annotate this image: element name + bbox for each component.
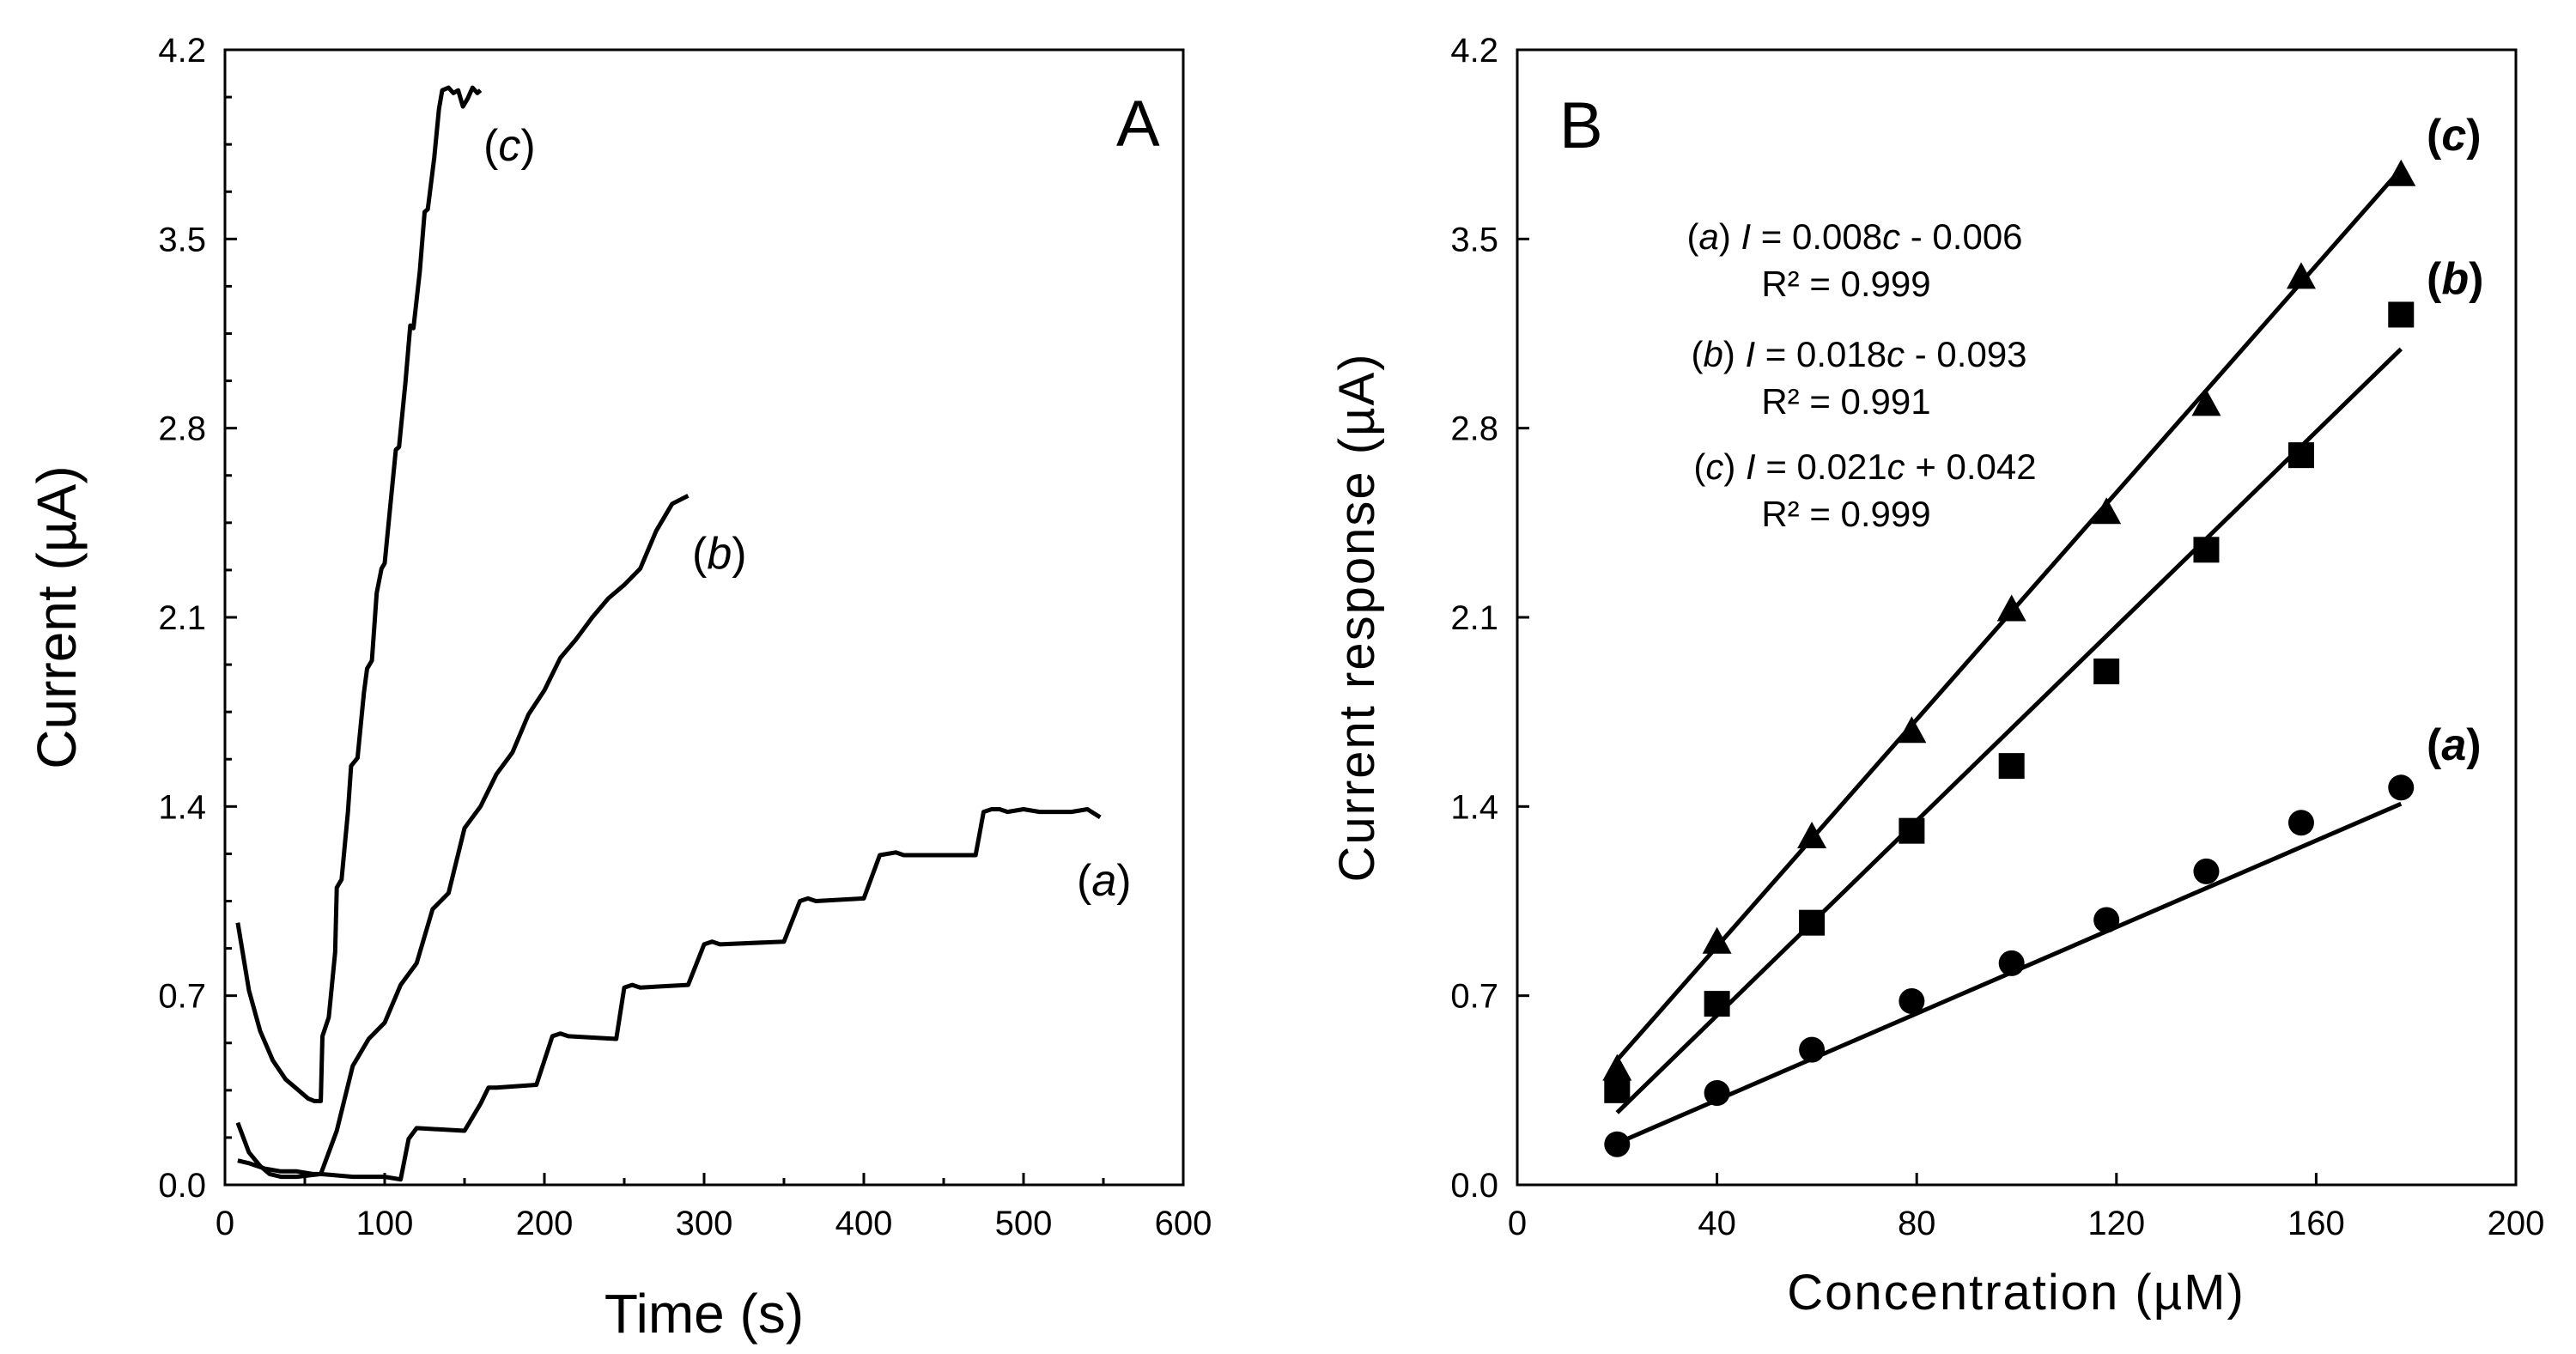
panel-b-point-c <box>1602 1053 1632 1081</box>
panel-b-x-tick-label: 160 <box>2287 1205 2345 1242</box>
panel-b: 0 40 80 120 160 200 0.0 0.7 1.4 2.1 2.8 3.5 4.2 B (… <box>1329 32 2544 1321</box>
panel-a-y-tick-label: 4.2 <box>158 32 206 70</box>
panel-b-y-tick-label: 0.7 <box>1450 978 1498 1016</box>
panel-b-point-a <box>1604 1131 1631 1157</box>
panel-b-point-b <box>2193 537 2220 563</box>
panel-a-y-tick-label: 1.4 <box>158 788 206 826</box>
panel-b-x-tick-label: 0 <box>1508 1205 1527 1242</box>
panel-b-point-c <box>1897 716 1927 744</box>
panel-b-y-tick-label: 4.2 <box>1450 32 1498 70</box>
panel-b-fit-lines <box>1615 167 2403 1145</box>
panel-b-y-ticks: 0.0 0.7 1.4 2.1 2.8 3.5 4.2 <box>1450 32 1529 1205</box>
panel-b-point-c <box>2286 262 2316 289</box>
panel-b-x-ticks: 0 40 80 120 160 200 <box>1508 1173 2545 1242</box>
panel-a-label-c: (c) <box>483 121 536 171</box>
panel-a-y-ticks: 0.0 0.7 1.4 2.1 2.8 3.5 4.2 <box>158 32 237 1205</box>
panel-b-label-a: (a) <box>2427 720 2482 770</box>
panel-b-point-a <box>2287 810 2314 836</box>
panel-b-point-a <box>1899 987 1925 1014</box>
panel-b-point-b <box>2388 301 2415 328</box>
equation-b: (b) I = 0.018c - 0.093 <box>1691 334 2026 374</box>
panel-b-markers <box>1602 159 2416 1157</box>
panel-a-curves <box>235 85 1102 1182</box>
panel-a-x-tick-label: 0 <box>216 1205 234 1242</box>
panel-b-point-b <box>1799 909 1826 936</box>
panel-a-x-tick-label: 400 <box>835 1205 893 1242</box>
panel-b-y-tick-label: 2.1 <box>1450 599 1498 637</box>
panel-a-label-a: (a) <box>1077 856 1132 906</box>
panel-a-x-tick-label: 300 <box>676 1205 733 1242</box>
panel-b-fit-line-b <box>1615 347 2403 1114</box>
panel-b-point-b <box>2093 658 2120 684</box>
panel-b-point-c <box>1996 594 2026 622</box>
panel-b-label-b: (b) <box>2427 254 2483 304</box>
panel-a-y-tick-label: 0.7 <box>158 978 206 1016</box>
panel-b-y-tick-label: 0.0 <box>1450 1167 1498 1205</box>
equation-a-r2: R² = 0.999 <box>1761 264 1930 304</box>
panel-b-point-c <box>1702 926 1732 954</box>
panel-a-curve-c <box>235 85 483 1103</box>
panel-b-point-a <box>2093 907 2120 933</box>
panel-b-label-c: (c) <box>2427 111 2482 161</box>
panel-b-point-b <box>2287 442 2314 469</box>
panel-b-point-a <box>1799 1036 1826 1063</box>
panel-a-curve-a <box>235 807 1102 1182</box>
panel-b-y-tick-label: 3.5 <box>1450 221 1498 258</box>
panel-b-point-a <box>2388 774 2415 801</box>
panel-a-y-title: Current (µA) <box>26 465 88 768</box>
panel-a-y-tick-label: 3.5 <box>158 221 206 258</box>
equation-b-r2: R² = 0.991 <box>1761 381 1930 422</box>
panel-b-point-c <box>2386 159 2416 186</box>
panel-b-point-b <box>1604 1077 1631 1103</box>
panel-b-point-b <box>1998 753 2025 780</box>
panel-a-y-tick-label: 2.8 <box>158 410 206 448</box>
panel-b-y-tick-label: 2.8 <box>1450 410 1498 448</box>
panel-a-x-tick-label: 200 <box>516 1205 574 1242</box>
panel-b-x-tick-label: 200 <box>2488 1205 2545 1242</box>
panel-b-x-tick-label: 80 <box>1898 1205 1936 1242</box>
panel-b-y-tick-label: 1.4 <box>1450 788 1498 826</box>
panel-a: 0 100 200 300 400 500 600 0.0 0.7 1.4 2.1 2.8 3.5 4.… <box>26 32 1212 1345</box>
panel-b-point-c <box>1797 821 1827 848</box>
panel-b-x-tick-label: 120 <box>2087 1205 2145 1242</box>
panel-a-y-tick-label: 0.0 <box>158 1167 206 1205</box>
panel-b-point-a <box>1704 1079 1730 1106</box>
panel-a-x-tick-label: 100 <box>356 1205 414 1242</box>
panel-a-x-ticks: 0 100 200 300 400 500 600 <box>216 1173 1212 1242</box>
equation-c: (c) I = 0.021c + 0.042 <box>1693 446 2036 487</box>
panel-b-point-b <box>1704 991 1730 1017</box>
panel-a-x-title: Time (s) <box>605 1283 804 1345</box>
panel-a-curve-b <box>237 494 690 1176</box>
panel-b-point-b <box>1899 817 1925 844</box>
panel-a-x-tick-label: 600 <box>1155 1205 1212 1242</box>
panel-a-letter: A <box>1116 88 1160 161</box>
panel-b-x-title: Concentration (µM) <box>1787 1265 2245 1321</box>
panel-a-label-b: (b) <box>692 529 747 579</box>
panel-b-point-c <box>2191 389 2221 416</box>
panel-a-plot-frame <box>223 48 1185 1187</box>
panel-a-y-tick-label: 2.1 <box>158 599 206 637</box>
panel-b-x-tick-label: 40 <box>1698 1205 1736 1242</box>
equation-a: (a) I = 0.008c - 0.006 <box>1686 216 2022 257</box>
panel-b-y-title: Current response (µA) <box>1329 353 1385 883</box>
panel-b-point-a <box>2193 858 2220 884</box>
panel-b-letter: B <box>1559 89 1603 162</box>
panel-b-equations: (a) I = 0.008c - 0.006 R² = 0.999 (b) I … <box>1686 216 2036 534</box>
panel-b-point-c <box>2092 497 2122 525</box>
panel-a-x-tick-label: 500 <box>995 1205 1053 1242</box>
equation-c-r2: R² = 0.999 <box>1761 494 1930 534</box>
panel-b-point-a <box>1998 950 2025 976</box>
